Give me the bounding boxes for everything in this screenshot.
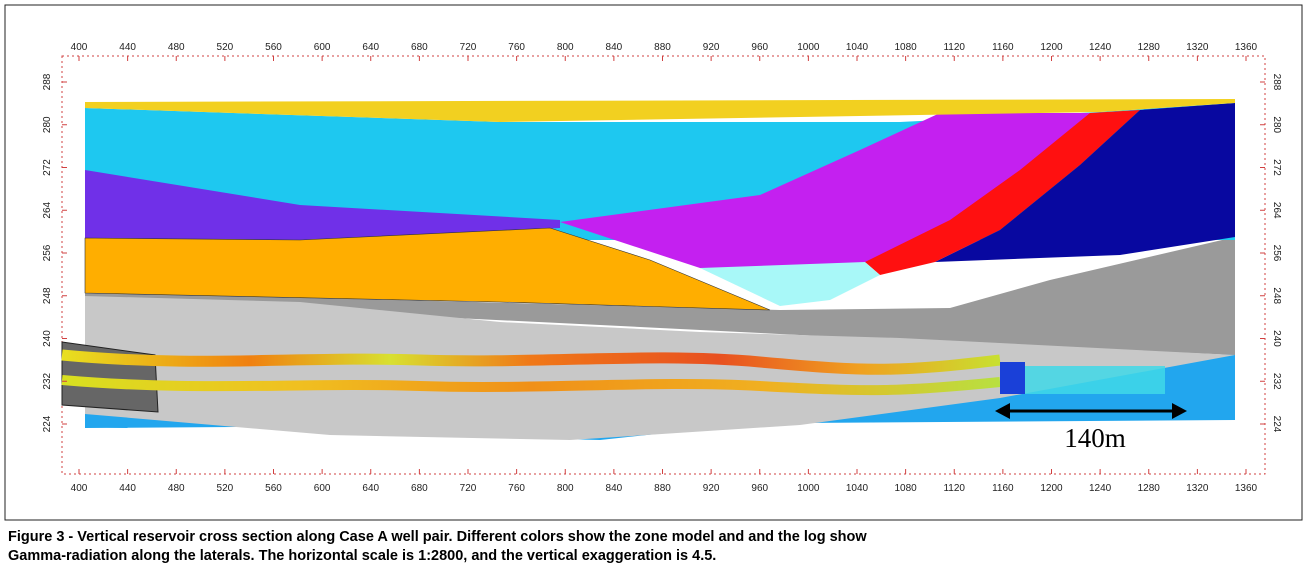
- x-tick-label: 800: [557, 42, 574, 53]
- x-tick-label: 600: [314, 483, 331, 494]
- zone-navy: [935, 103, 1235, 262]
- x-tick-label: 400: [71, 42, 88, 53]
- x-tick-label: 1280: [1138, 42, 1161, 53]
- scale-label: 140m: [1064, 423, 1126, 453]
- scale-arrow: [995, 403, 1187, 419]
- x-tick-label: 1040: [846, 483, 869, 494]
- y-tick-label: 232: [42, 372, 53, 389]
- y-tick-label: 280: [42, 116, 53, 133]
- x-tick-label: 1240: [1089, 483, 1112, 494]
- x-tick-label: 600: [314, 42, 331, 53]
- zone-magenta: [560, 113, 1090, 280]
- x-tick-label: 1040: [846, 42, 869, 53]
- caption-line: Figure 3 - Vertical reservoir cross sect…: [8, 529, 867, 545]
- zone-red: [865, 110, 1140, 275]
- zone-purple: [85, 170, 560, 240]
- x-tick-label: 440: [119, 42, 136, 53]
- zone-yellow: [85, 99, 1235, 122]
- x-tick-label: 680: [411, 483, 428, 494]
- x-tick-label: 1120: [943, 483, 965, 494]
- y-tick-label: 248: [1271, 287, 1282, 304]
- zone-orange: [84, 227, 771, 311]
- x-tick-label: 440: [119, 483, 136, 494]
- x-tick-label: 1080: [895, 42, 918, 53]
- y-tick-label: 264: [42, 201, 53, 218]
- x-tick-label: 880: [654, 483, 671, 494]
- log-upper: [61, 349, 1001, 375]
- x-tick-label: 1160: [992, 42, 1014, 53]
- x-tick-label: 1280: [1138, 483, 1161, 494]
- x-tick-label: 760: [508, 42, 525, 53]
- y-tick-label: 288: [42, 73, 53, 90]
- x-tick-label: 1080: [895, 483, 918, 494]
- figure: 140m 400 400 440 440 480 480 520 520 560 560 600 60…: [4, 4, 1303, 521]
- y-tick-label: 224: [1271, 416, 1282, 433]
- y-tick-label: 240: [1271, 330, 1282, 347]
- x-tick-label: 640: [362, 42, 379, 53]
- zone-light-gray: [85, 296, 1235, 440]
- x-tick-label: 1320: [1186, 42, 1209, 53]
- y-tick-label: 224: [42, 415, 53, 432]
- x-tick-label: 920: [703, 483, 720, 494]
- log-lower: [61, 375, 1001, 396]
- x-tick-label: 1240: [1089, 42, 1112, 53]
- x-tick-label: 840: [606, 42, 623, 53]
- log-streak-cyan: [1025, 366, 1165, 394]
- x-tick-label: 880: [654, 42, 671, 53]
- y-tick-label: 272: [42, 159, 53, 176]
- x-tick-label: 640: [362, 483, 379, 494]
- x-tick-label: 1000: [797, 42, 820, 53]
- x-tick-label: 960: [751, 483, 768, 494]
- y-tick-label: 288: [1271, 74, 1282, 91]
- x-tick-label: 680: [411, 42, 428, 53]
- x-tick-label: 1200: [1040, 42, 1063, 53]
- x-tick-label: 1160: [992, 483, 1014, 494]
- x-tick-label: 1360: [1235, 483, 1258, 494]
- zone-pale-cyan: [700, 262, 880, 306]
- x-tick-label: 760: [508, 483, 525, 494]
- x-tick-label: 840: [606, 483, 623, 494]
- y-tick-label: 248: [42, 287, 53, 304]
- zone-model: [84, 99, 1235, 440]
- x-tick-label: 720: [460, 42, 477, 53]
- caption-line: Gamma-radiation along the laterals. The …: [8, 548, 717, 564]
- x-tick-label: 400: [71, 483, 88, 494]
- x-tick-label: 560: [265, 483, 282, 494]
- log-streak-dark: [1000, 362, 1025, 394]
- x-tick-label: 920: [703, 42, 720, 53]
- zone-dark-gray: [85, 237, 1235, 355]
- x-tick-label: 1360: [1235, 42, 1258, 53]
- x-tick-label: 480: [168, 483, 185, 494]
- axes: 400 400 440 440 480 480 520 520 560 560 600 600 640 6…: [42, 42, 1282, 494]
- x-tick-label: 480: [168, 42, 185, 53]
- y-tick-label: 264: [1271, 202, 1282, 219]
- x-tick-label: 520: [217, 483, 234, 494]
- plot-frame: [61, 55, 1266, 475]
- x-tick-label: 560: [265, 42, 282, 53]
- x-tick-label: 720: [460, 483, 477, 494]
- x-tick-label: 800: [557, 483, 574, 494]
- x-tick-label: 1000: [797, 483, 820, 494]
- zone-blue: [85, 352, 1235, 440]
- x-tick-label: 1320: [1186, 483, 1209, 494]
- y-tick-label: 240: [42, 330, 53, 347]
- x-tick-label: 960: [751, 42, 768, 53]
- x-tick-label: 1200: [1040, 483, 1063, 494]
- x-tick-label: 520: [217, 42, 234, 53]
- y-tick-label: 272: [1271, 159, 1282, 176]
- x-tick-label: 1120: [943, 42, 965, 53]
- y-tick-label: 232: [1271, 373, 1282, 390]
- y-tick-label: 256: [42, 244, 53, 261]
- y-tick-label: 280: [1271, 116, 1282, 133]
- y-tick-label: 256: [1271, 245, 1282, 262]
